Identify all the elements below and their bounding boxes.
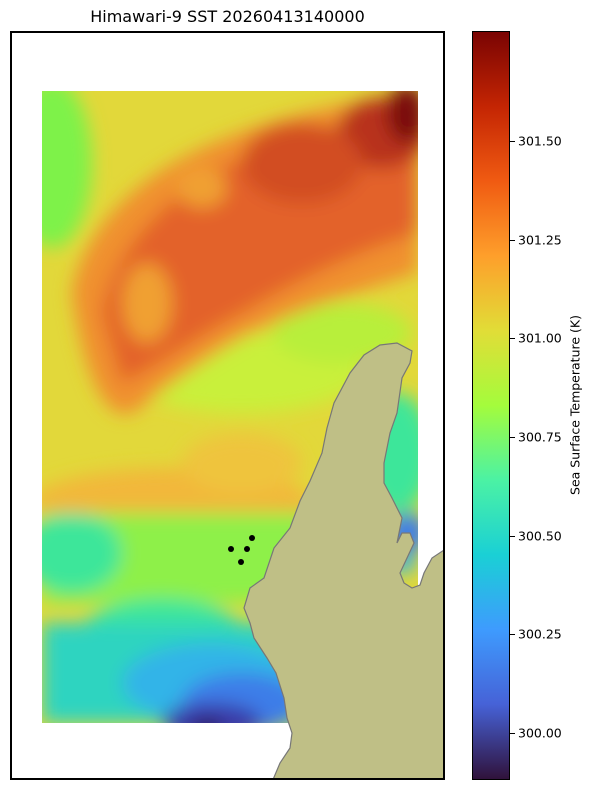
- colorbar-label: Sea Surface Temperature (K): [567, 315, 583, 495]
- sst-map[interactable]: [12, 33, 445, 780]
- colorbar-tick-label: 301.25: [518, 232, 562, 248]
- colorbar-tick-label: 300.75: [518, 429, 562, 445]
- land-mass: [243, 342, 443, 778]
- colorbar-tick: [510, 141, 515, 143]
- station-marker[interactable]: [249, 535, 255, 541]
- station-marker[interactable]: [238, 559, 244, 565]
- sst-field: [42, 91, 418, 723]
- colorbar-tick: [510, 634, 515, 636]
- colorbar-tick-label: 300.00: [518, 725, 562, 741]
- station-marker[interactable]: [244, 546, 250, 552]
- colorbar: [472, 31, 510, 780]
- colorbar-tick-label: 301.50: [518, 133, 562, 149]
- map-panel[interactable]: [10, 31, 445, 780]
- colorbar-tick: [510, 338, 515, 340]
- colorbar-tick-label: 301.00: [518, 330, 562, 346]
- colorbar-tick-label: 300.25: [518, 626, 562, 642]
- map-title: Himawari-9 SST 20260413140000: [90, 7, 365, 26]
- colorbar-tick: [510, 535, 515, 537]
- colorbar-tick: [510, 437, 515, 439]
- colorbar-tick: [510, 239, 515, 241]
- station-marker[interactable]: [228, 546, 234, 552]
- colorbar-tick: [510, 732, 515, 734]
- colorbar-tick-label: 300.50: [518, 528, 562, 544]
